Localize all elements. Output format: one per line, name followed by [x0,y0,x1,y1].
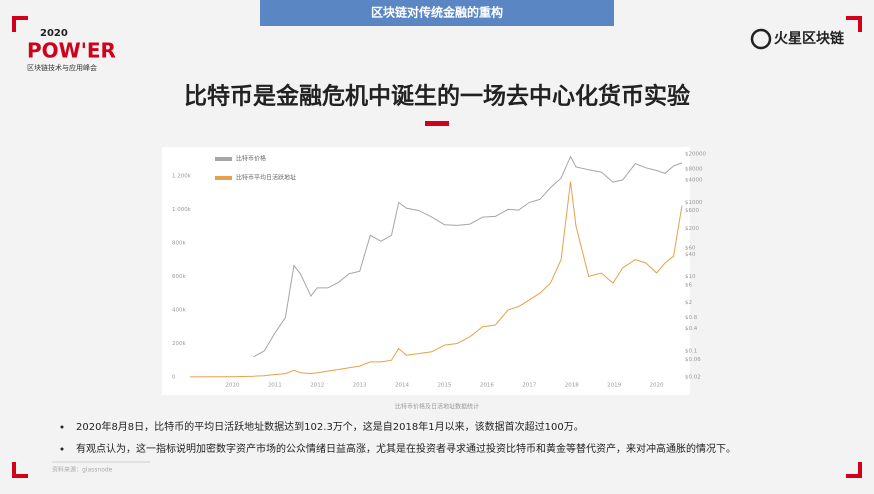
y2-tick-label: $4000 [685,177,703,183]
logo-name: POW'ER [27,39,116,63]
logo-year: 2020 [40,28,68,39]
legend-swatch [215,157,232,161]
brand-icon [750,28,772,50]
logo-subtitle: 区块链技术与应用峰会 [27,63,97,72]
bullet-dot [60,425,64,429]
y2-tick-label: $60 [685,245,696,251]
bullet: 2020年8月8日，比特币的平均日活跃地址数据达到102.3万个，这是自2018… [76,420,584,433]
y2-tick-label: $8000 [685,166,703,172]
legend-swatch [215,176,232,180]
series-line [253,155,683,358]
y-tick-label: 600k [172,274,186,280]
bullet-dot [60,447,64,451]
y2-tick-label: $2 [685,300,692,306]
y2-tick-label: $0.8 [685,315,698,321]
y-tick-label: 1 200k [172,173,192,179]
legend-label: 比特币价格 [236,155,266,163]
banner [260,0,614,26]
corner-brackets [12,16,862,478]
brand: 火星区块链 [774,30,845,47]
y-tick-label: 1 000k [172,207,192,213]
x-tick-label: 2014 [395,383,409,389]
y2-tick-label: $0.1 [685,349,697,355]
y-tick-label: 0 [172,375,176,381]
y2-tick-label: $1000 [685,200,703,206]
chart: 0 200k 400k 600k 800k 1 000k 1 200k $20000 $8000… [172,152,706,389]
banner-text: 区块链对传统金融的重构 [371,5,503,20]
y2-tick-label: $0.4 [685,326,698,332]
series-line [189,181,683,378]
x-tick-label: 2012 [310,383,324,389]
x-tick-label: 2019 [607,383,621,389]
y-tick-label: 800k [172,240,186,246]
x-tick-label: 2016 [480,383,494,389]
x-tick-label: 2015 [437,383,451,389]
y2-tick-label: $20000 [685,152,706,158]
source: 资料来源：glassnode [52,466,113,474]
chart-area [162,147,690,395]
slide-title: 比特币是金融危机中诞生的一场去中心化货币实验 [184,83,690,110]
x-tick-label: 2018 [565,383,579,389]
y2-tick-label: $6 [685,282,692,288]
x-tick-label: 2013 [353,383,367,389]
y2-tick-label: $10 [685,274,696,280]
title-underline [425,121,449,126]
y2-tick-label: $200 [685,226,699,232]
y2-tick-label: $0.02 [685,375,701,381]
y2-tick-label: $40 [685,252,696,258]
y2-tick-label: $0.06 [685,357,701,363]
chart-caption: 比特币价格及日活地址数据统计 [395,403,479,411]
bullet: 有观点认为，这一指标说明加密数字资产市场的公众情绪日益高涨，尤其是在投资者寻求通… [76,442,736,455]
x-tick-label: 2017 [522,383,536,389]
x-tick-label: 2020 [650,383,664,389]
x-tick-label: 2011 [268,383,282,389]
y-tick-label: 400k [172,307,186,313]
y2-tick-label: $600 [685,208,699,214]
legend-label: 比特币平均日活跃地址 [236,174,296,182]
x-tick-label: 2010 [225,383,239,389]
y-tick-label: 200k [172,341,186,347]
